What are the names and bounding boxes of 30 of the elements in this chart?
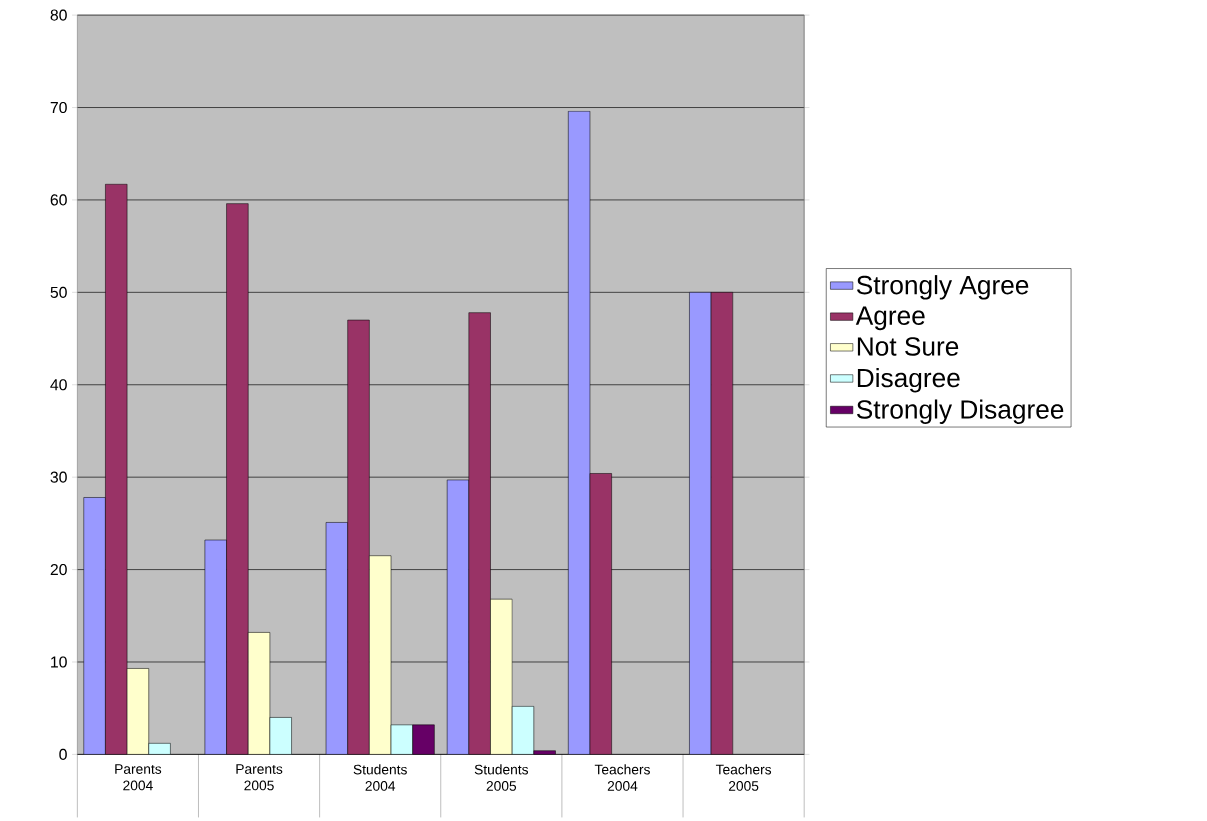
x-tick-label: Teachers 2005 — [715, 764, 772, 791]
bar — [105, 183, 128, 755]
y-tick-label: 60 — [50, 194, 67, 206]
legend-label: Not Sure — [857, 336, 959, 356]
legend-label: Disagree — [857, 367, 960, 393]
bar — [710, 291, 734, 755]
y-tick-label: 0 — [59, 748, 67, 760]
y-tick-label: 10 — [51, 656, 67, 668]
y-tick-label: 40 — [50, 378, 67, 391]
legend-label: Agree — [855, 306, 925, 330]
x-tick-label: Parents 2005 — [236, 764, 283, 791]
legend-label: Strongly Disagree — [856, 399, 1064, 424]
y-tick-label: 70 — [50, 101, 67, 113]
bar — [468, 312, 491, 755]
legend-label: Strongly Agree — [856, 274, 1029, 300]
y-tick-label: 30 — [50, 471, 67, 483]
x-tick-label: Parents 2004 — [115, 764, 162, 791]
bar — [347, 319, 370, 755]
x-tick-label: Students 2004 — [353, 764, 407, 791]
x-tick-label: Students 2005 — [474, 764, 529, 791]
bar — [390, 724, 413, 755]
bar — [226, 203, 249, 755]
x-tick-label: Teachers 2004 — [594, 764, 650, 791]
bar — [589, 473, 612, 755]
bar — [269, 716, 292, 755]
bar — [511, 705, 535, 755]
y-tick-label: 50 — [50, 286, 67, 298]
bar — [412, 724, 435, 755]
y-tick-label: 80 — [50, 9, 67, 21]
y-tick-label: 20 — [50, 563, 67, 575]
